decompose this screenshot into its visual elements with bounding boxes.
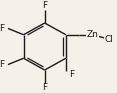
Text: F: F [0, 60, 4, 69]
Text: F: F [0, 24, 4, 33]
Text: F: F [42, 83, 47, 92]
Text: Zn: Zn [87, 30, 99, 39]
Text: Cl: Cl [105, 35, 114, 44]
Text: F: F [69, 70, 74, 80]
Text: F: F [42, 1, 47, 10]
